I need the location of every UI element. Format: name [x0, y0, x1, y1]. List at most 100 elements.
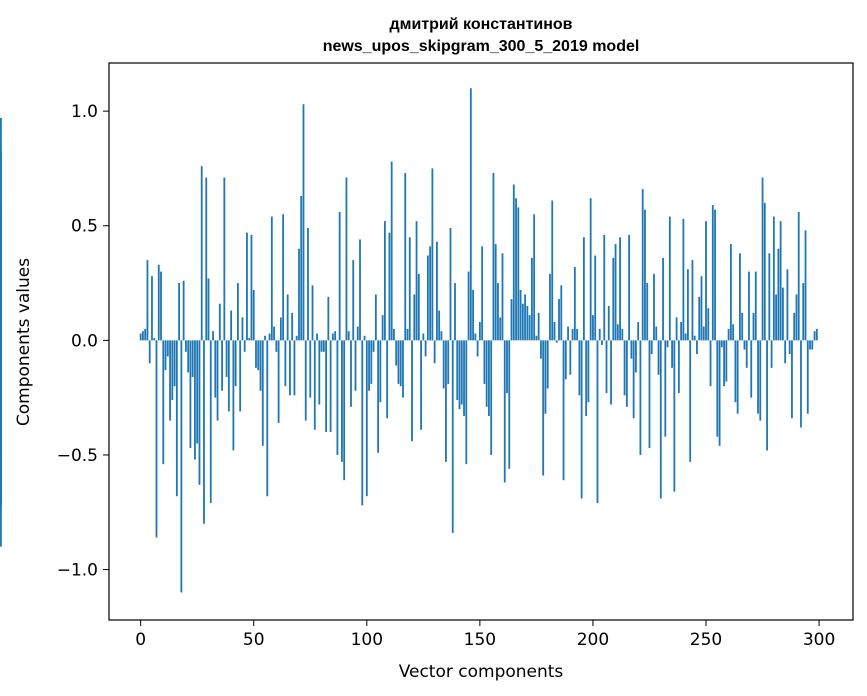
bar-213: [621, 328, 624, 341]
bar-288: [791, 340, 793, 419]
bar-2: [144, 328, 147, 341]
bar-290: [795, 294, 798, 341]
bar-120: [411, 340, 413, 442]
bar-88: [338, 211, 341, 341]
bar-61: [277, 340, 280, 423]
bar-74: [307, 228, 309, 341]
bar-63: [282, 214, 285, 341]
bar-230: [659, 340, 662, 499]
bar-184: [555, 340, 558, 343]
bar-31: [209, 340, 212, 504]
bar-78: [316, 333, 318, 341]
bar-279: [770, 340, 773, 368]
bar-92: [347, 331, 350, 341]
bar-29: [205, 177, 208, 341]
bar-27: [200, 166, 203, 341]
bar-243: [689, 340, 692, 462]
bar-97: [359, 239, 361, 341]
bar-232: [664, 340, 667, 437]
bar-134: [442, 340, 445, 389]
bar-70: [298, 248, 300, 341]
bar-255: [716, 340, 719, 437]
bar-294: [804, 230, 807, 341]
bar-292: [800, 340, 802, 428]
bar-56: [266, 340, 269, 497]
bar-123: [417, 273, 420, 341]
bar-195: [580, 340, 583, 499]
y-tick-label: 0.5: [71, 217, 98, 237]
bar-240: [682, 218, 685, 341]
bar-297: [811, 340, 814, 350]
bar-7: [155, 340, 158, 538]
bar-281: [775, 294, 778, 341]
bar-225: [648, 340, 651, 449]
bar-245: [693, 335, 696, 341]
bar-66: [289, 340, 291, 396]
bar-133: [440, 331, 443, 341]
bar-132: [438, 310, 441, 341]
bar-231: [662, 257, 664, 341]
bar-67: [291, 312, 294, 341]
bar-257: [720, 340, 723, 348]
bar-182: [551, 200, 554, 341]
bar-160: [501, 253, 504, 341]
bar-266: [741, 312, 744, 341]
bar-153: [485, 340, 488, 407]
bar-158: [497, 283, 499, 341]
bar-18: [180, 340, 183, 593]
bars-layer: [0, 88, 818, 593]
bar-43: [237, 283, 239, 341]
bar-148: [474, 333, 477, 341]
bar-23: [191, 340, 194, 378]
bar-24: [194, 340, 196, 460]
bar-79: [318, 340, 321, 405]
bar-76: [311, 285, 314, 341]
bar-12: [166, 340, 169, 357]
bar-287: [788, 340, 791, 355]
bar-8: [157, 264, 160, 341]
bar-274: [759, 340, 762, 421]
bar-100: [365, 340, 368, 497]
bar-273: [757, 340, 759, 414]
bar-15: [173, 340, 176, 387]
bar-68: [293, 340, 296, 396]
bar-106: [379, 340, 382, 403]
bar-211: [616, 324, 619, 341]
bar-28: [203, 340, 205, 524]
bar-44: [239, 340, 242, 412]
bar-246: [696, 340, 698, 355]
bar-210: [614, 244, 617, 341]
bar-277: [766, 340, 768, 451]
bar-0: [139, 333, 142, 341]
bar-271: [752, 312, 755, 341]
bar-89: [341, 340, 343, 462]
bar-244: [691, 260, 694, 341]
bar-221: [639, 340, 642, 455]
bar-263: [734, 340, 737, 403]
bar-14: [171, 340, 174, 400]
bar-165: [512, 184, 515, 341]
bar-242: [687, 269, 689, 341]
bar-undefined: [0, 340, 2, 453]
bar-173: [530, 257, 533, 341]
bar-189: [567, 326, 569, 341]
bar-299: [815, 328, 818, 341]
bar-60: [275, 340, 278, 352]
bar-156: [492, 173, 495, 341]
bar-46: [243, 340, 246, 352]
bar-1: [142, 331, 144, 341]
bar-50: [252, 289, 255, 341]
bar-155: [490, 340, 493, 455]
bar-38: [225, 340, 228, 378]
bar-289: [793, 312, 796, 341]
bar-174: [533, 214, 536, 341]
x-axis-label: Vector components: [399, 662, 564, 682]
bar-159: [499, 317, 502, 341]
bar-296: [809, 340, 811, 350]
bar-166: [515, 198, 517, 341]
bar-117: [404, 173, 407, 341]
bar-141: [458, 340, 461, 410]
bar-251: [707, 308, 710, 341]
bar-295: [806, 340, 809, 414]
y-tick-label: −0.5: [57, 446, 98, 466]
